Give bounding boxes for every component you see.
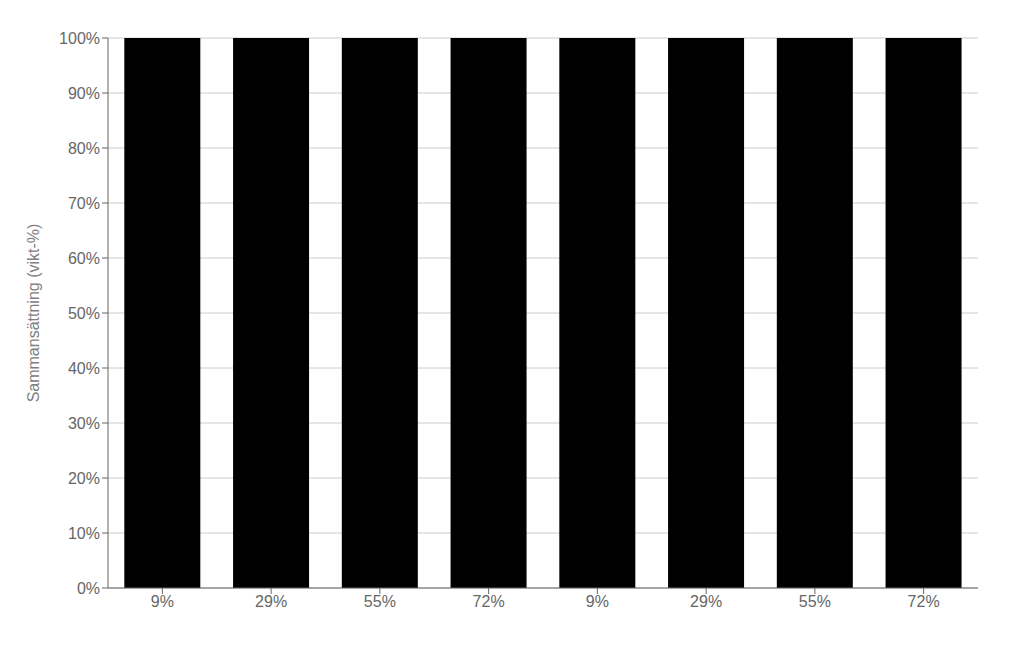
svg-text:60%: 60% (68, 250, 100, 267)
svg-text:55%: 55% (799, 593, 831, 610)
svg-text:100%: 100% (59, 30, 100, 47)
svg-text:0%: 0% (77, 580, 100, 597)
svg-text:72%: 72% (908, 593, 940, 610)
svg-text:30%: 30% (68, 415, 100, 432)
svg-text:20%: 20% (68, 470, 100, 487)
svg-text:9%: 9% (151, 593, 174, 610)
svg-text:40%: 40% (68, 360, 100, 377)
svg-text:80%: 80% (68, 140, 100, 157)
svg-text:9%: 9% (586, 593, 609, 610)
svg-text:72%: 72% (473, 593, 505, 610)
svg-text:55%: 55% (364, 593, 396, 610)
svg-text:50%: 50% (68, 305, 100, 322)
svg-text:70%: 70% (68, 195, 100, 212)
svg-text:29%: 29% (255, 593, 287, 610)
svg-text:90%: 90% (68, 85, 100, 102)
svg-text:Sammansättning (vikt-%): Sammansättning (vikt-%) (25, 224, 42, 403)
svg-text:29%: 29% (690, 593, 722, 610)
svg-text:10%: 10% (68, 525, 100, 542)
